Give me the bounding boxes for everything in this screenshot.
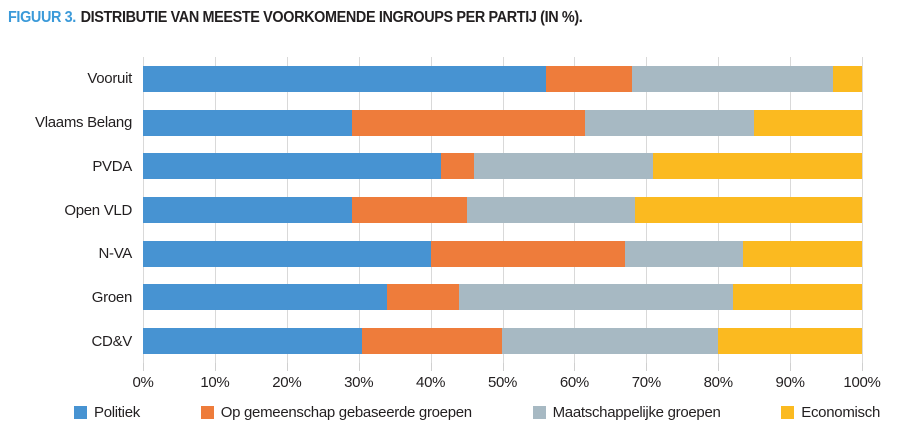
bar-segment [754, 109, 862, 136]
bar-segment [143, 109, 352, 136]
legend-item: Politiek [74, 404, 140, 421]
legend-label: Maatschappelijke groepen [552, 404, 721, 421]
bar-rows [143, 57, 862, 363]
bar-segment [833, 65, 862, 92]
x-axis: 0% 10% 20% 30% 40% 50% 60% 70% 80% 90% 100% [132, 363, 881, 399]
bar-segment [732, 284, 862, 311]
plot-wrap [143, 57, 863, 363]
bar-segment [143, 328, 363, 355]
bar-row [143, 328, 862, 355]
bar-row-cell [143, 57, 862, 101]
y-axis-category-labels: Vooruit Vlaams Belang PVDA Open VLD N-VA Groe… [0, 57, 143, 363]
axis-tick-label: 90% [775, 374, 805, 391]
stacked-bar-chart: Vooruit Vlaams Belang PVDA Open VLD N-VA Groe… [0, 57, 863, 363]
bar-segment [143, 65, 546, 92]
legend-swatch-icon [781, 406, 795, 419]
axis-tick-label: 20% [272, 374, 302, 391]
axis-tick [214, 363, 216, 371]
bar-segment [718, 328, 862, 355]
bar-row-cell [143, 319, 862, 363]
bar-segment [430, 240, 625, 267]
figure-title: FIGUUR 3. DISTRIBUTIE VAN MEESTE VOORKOME… [8, 9, 583, 27]
axis-tick [862, 363, 863, 371]
axis-tick-label: 50% [487, 374, 518, 391]
bar-row-cell [143, 276, 862, 320]
category-label-n-va: N-VA [98, 245, 132, 263]
bar-segment [502, 328, 719, 355]
bar-segment [624, 240, 744, 267]
axis-tick-label: 80% [703, 374, 733, 391]
legend-swatch-icon [74, 406, 87, 419]
axis-tick [502, 363, 504, 371]
bar-segment [143, 284, 388, 311]
bar-row [143, 109, 862, 136]
bar-segment [585, 109, 755, 136]
axis-tick [790, 363, 792, 371]
axis-tick [430, 363, 432, 371]
bar-row [143, 284, 862, 311]
bar-row-cell [143, 101, 862, 145]
legend-swatch-icon [200, 406, 214, 419]
axis-tick [143, 363, 144, 371]
axis-tick-label: 70% [631, 374, 661, 391]
axis-tick-label: 60% [559, 374, 589, 391]
legend-item: Economisch [781, 404, 880, 421]
axis-tick [718, 363, 720, 371]
bar-segment [635, 197, 862, 224]
bar-segment [143, 240, 431, 267]
axis-tick-label: 0% [132, 374, 154, 391]
gridline [862, 57, 863, 363]
bar-row [143, 240, 862, 267]
legend-label: Politiek [94, 404, 140, 421]
bar-segment [351, 109, 586, 136]
bar-row-cell [143, 144, 862, 188]
category-label-pvda: PVDA [92, 157, 132, 175]
bar-segment [459, 284, 733, 311]
bar-row-cell [143, 188, 862, 232]
legend-item: Op gemeenschap gebaseerde groepen [200, 404, 472, 421]
axis-tick [646, 363, 648, 371]
legend-item: Maatschappelijke groepen [532, 404, 721, 421]
figure-number: FIGUUR 3. [8, 9, 76, 26]
legend-label: Op gemeenschap gebaseerde groepen [220, 404, 472, 421]
bar-segment [545, 65, 632, 92]
bar-segment [743, 240, 862, 267]
bar-segment [473, 153, 654, 180]
bar-segment [466, 197, 636, 224]
bar-row-cell [143, 232, 862, 276]
axis-tick [358, 363, 360, 371]
legend: Politiek Op gemeenschap gebaseerde groepe… [74, 404, 880, 421]
bar-segment [143, 197, 352, 224]
axis-tick-label: 30% [344, 374, 374, 391]
category-label-open-vld: Open VLD [64, 201, 132, 219]
figure-title-text: DISTRIBUTIE VAN MEESTE VOORKOMENDE INGRO… [80, 9, 583, 26]
legend-swatch-icon [532, 406, 546, 419]
bar-row [143, 153, 862, 180]
axis-tick-label: 40% [416, 374, 446, 391]
plot-area [143, 57, 863, 363]
axis-tick-label: 100% [843, 374, 881, 391]
bar-segment [351, 197, 467, 224]
category-label-groen: Groen [91, 288, 133, 306]
category-label-vlaams-belang: Vlaams Belang [35, 114, 132, 132]
bar-segment [143, 153, 442, 180]
bar-segment [441, 153, 474, 180]
axis-tick [286, 363, 288, 371]
bar-row [143, 197, 862, 224]
bar-row [143, 65, 862, 92]
legend-label: Economisch [801, 404, 880, 421]
category-label-vooruit: Vooruit [87, 70, 132, 88]
category-label-cd-v: CD&V [91, 332, 133, 350]
axis-tick [574, 363, 576, 371]
bar-segment [362, 328, 503, 355]
bar-segment [387, 284, 460, 311]
axis-tick-label: 10% [200, 374, 230, 391]
bar-segment [653, 153, 862, 180]
bar-segment [631, 65, 834, 92]
